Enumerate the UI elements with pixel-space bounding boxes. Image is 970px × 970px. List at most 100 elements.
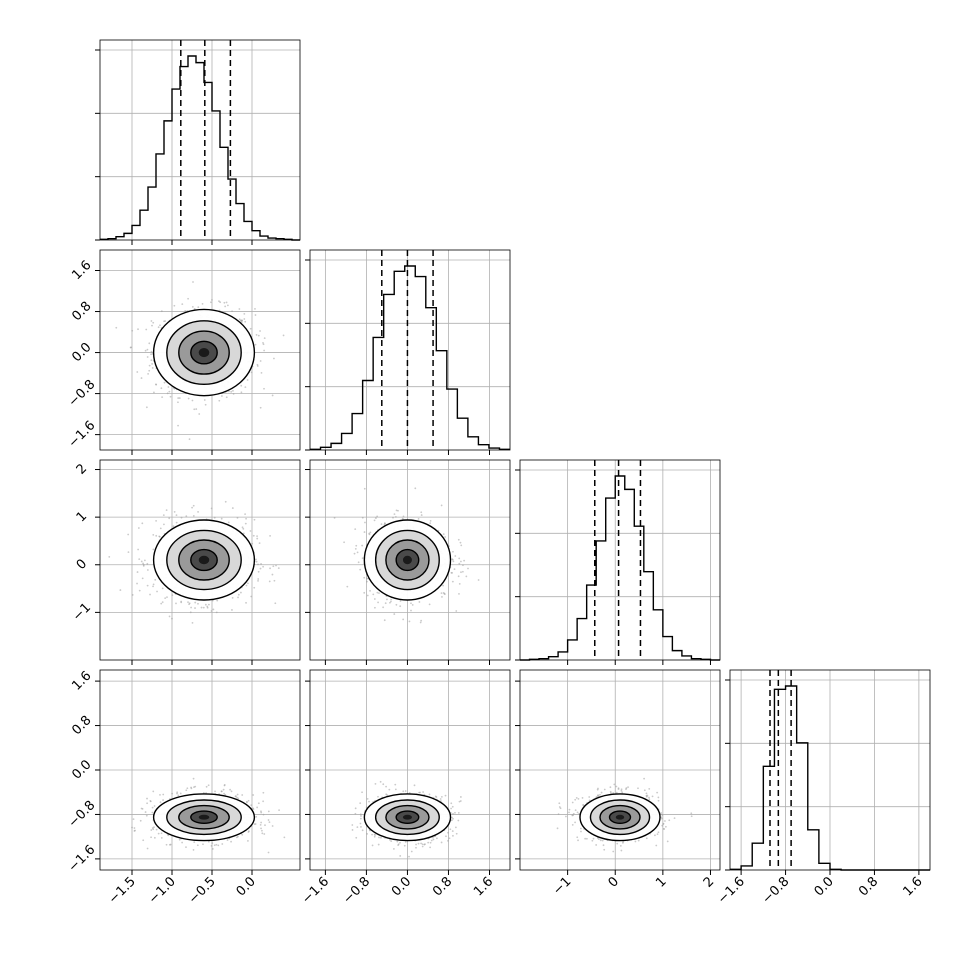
sample-point [152,321,155,324]
sample-point [420,511,423,514]
sample-point [402,515,405,518]
sample-point [612,850,615,853]
sample-point [557,813,560,816]
sample-point [186,787,189,790]
sample-point [153,391,155,394]
sample-point [385,793,388,796]
sample-point [372,593,375,596]
sample-point [648,787,651,790]
sample-point [415,846,417,849]
sample-point [393,613,396,615]
axes-frame [309,669,511,871]
sample-point [568,811,570,814]
sample-point [140,377,143,379]
sample-point [269,534,271,537]
sample-point [146,348,149,351]
sample-point [197,602,199,605]
sample-point [441,596,443,598]
sample-point [256,365,259,367]
sample-point [275,564,277,567]
sample-point [645,837,648,840]
sample-point [131,826,133,829]
sample-point [422,791,425,793]
sample-point [192,281,194,283]
sample-point [568,808,571,811]
grid-lines [520,460,720,660]
histogram-panel-4: −1.6 −0.8 0.0 0.8 1.6 [715,669,931,907]
sample-point [175,514,178,517]
sample-point [574,798,577,801]
sample-point [354,807,357,810]
sample-point [207,840,210,843]
sample-point [439,798,442,800]
sample-point [152,828,155,831]
density-contour [402,814,412,820]
histogram-step-line [310,265,510,451]
sample-point [136,582,138,585]
sample-point [455,610,458,612]
sample-point [235,836,238,839]
y-tick-label: 2 [74,461,90,477]
sample-point [179,792,182,795]
sample-point [238,308,241,310]
sample-point [380,836,382,839]
sample-point [596,794,599,797]
sample-point [255,558,257,561]
sample-point [213,516,216,519]
sample-point [627,786,629,789]
sample-point [244,513,246,516]
sample-point [408,620,411,623]
sample-point [240,321,243,323]
sample-point [457,538,460,541]
sample-point [389,601,391,604]
sample-point [382,606,385,609]
sample-point [181,841,184,844]
sample-point [242,532,245,535]
sample-point [165,843,168,846]
sample-point [231,596,234,599]
sample-point [156,590,158,593]
sample-point [143,559,146,562]
sample-point [133,827,136,829]
sample-point [648,796,650,799]
sample-point [668,819,671,822]
sample-point [274,602,277,605]
sample-point [278,809,280,812]
joint-panel-3-4: −1 0 1 2 [515,669,721,898]
sample-point [239,319,242,322]
sample-point [226,304,229,307]
sample-point [203,399,206,401]
x-tick-label: 0.0 [812,874,837,899]
sample-point [246,800,248,803]
sample-point [374,782,377,785]
sample-point [401,517,404,520]
sample-point [256,537,259,540]
sample-point [450,802,453,805]
sample-point [240,384,243,387]
sample-point [171,594,174,597]
sample-point [256,806,259,809]
sample-point [408,855,410,858]
x-tick-label: 1.6 [900,874,925,899]
sample-point [173,510,176,513]
sample-point [575,796,578,799]
sample-point [595,844,598,846]
sample-point [364,521,366,524]
sample-point [637,839,640,842]
sample-point [262,565,265,568]
sample-point [402,618,405,621]
sample-point [361,544,364,547]
sample-point [655,844,658,847]
sample-point [451,830,454,832]
sample-point [152,548,155,551]
sample-point [396,840,399,843]
sample-point [648,798,651,801]
sample-point [257,802,260,805]
sample-point [373,833,376,836]
sample-point [213,844,216,847]
sample-point [588,796,591,798]
sample-point [399,855,402,857]
sample-point [461,570,464,573]
y-tick-label: −1.6 [66,842,99,875]
sample-point [603,848,606,851]
